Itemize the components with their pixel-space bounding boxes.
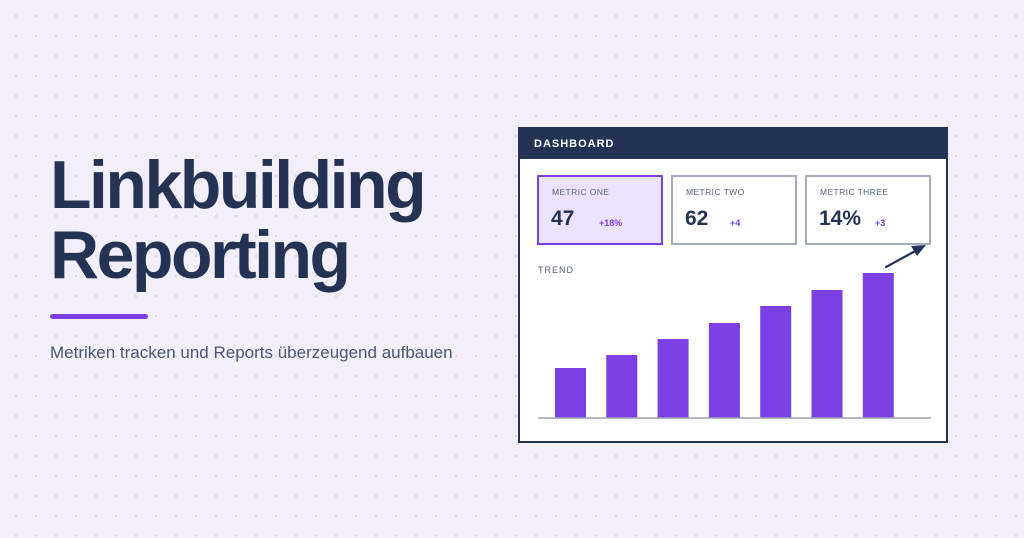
- trend-bar: [811, 290, 843, 418]
- trend-arrow-icon: [884, 245, 926, 269]
- subtitle: Metriken tracken und Reports überzeugend…: [50, 343, 453, 362]
- metric-label: METRIC TWO: [686, 187, 745, 197]
- metric-label: METRIC THREE: [820, 187, 889, 197]
- metric-value: 14%: [819, 207, 862, 230]
- metric-value: 62: [685, 207, 709, 230]
- metric-card-three[interactable]: METRIC THREE 14% +3: [805, 175, 931, 245]
- trend-bar: [657, 339, 689, 418]
- trend-label: TREND: [538, 265, 574, 275]
- headline-line-2: Reporting: [50, 217, 351, 293]
- accent-underline: [50, 314, 148, 319]
- headline: Linkbuilding Reporting: [50, 147, 427, 293]
- metric-label: METRIC ONE: [552, 187, 610, 197]
- metric-value: 47: [551, 207, 575, 230]
- metric-delta: +18%: [599, 218, 623, 228]
- headline-line-1: Linkbuilding: [50, 147, 427, 223]
- trend-bar: [760, 306, 792, 418]
- dashboard-header: DASHBOARD: [520, 129, 946, 159]
- dashboard-title: DASHBOARD: [534, 138, 615, 150]
- trend-bars: [555, 273, 894, 418]
- metric-card-two[interactable]: METRIC TWO 62 +4: [671, 175, 797, 245]
- trend-bar: [708, 323, 740, 418]
- metric-delta: +3: [875, 218, 886, 228]
- metric-delta: +4: [730, 218, 741, 228]
- trend-bar: [606, 355, 638, 418]
- metric-card-one[interactable]: METRIC ONE 47 +18%: [537, 175, 663, 245]
- trend-chart: [538, 245, 931, 419]
- trend-bar: [862, 273, 894, 418]
- dashboard-card: DASHBOARD METRIC ONE 47 +18% METRIC TWO …: [518, 127, 948, 443]
- trend-bar: [555, 368, 586, 418]
